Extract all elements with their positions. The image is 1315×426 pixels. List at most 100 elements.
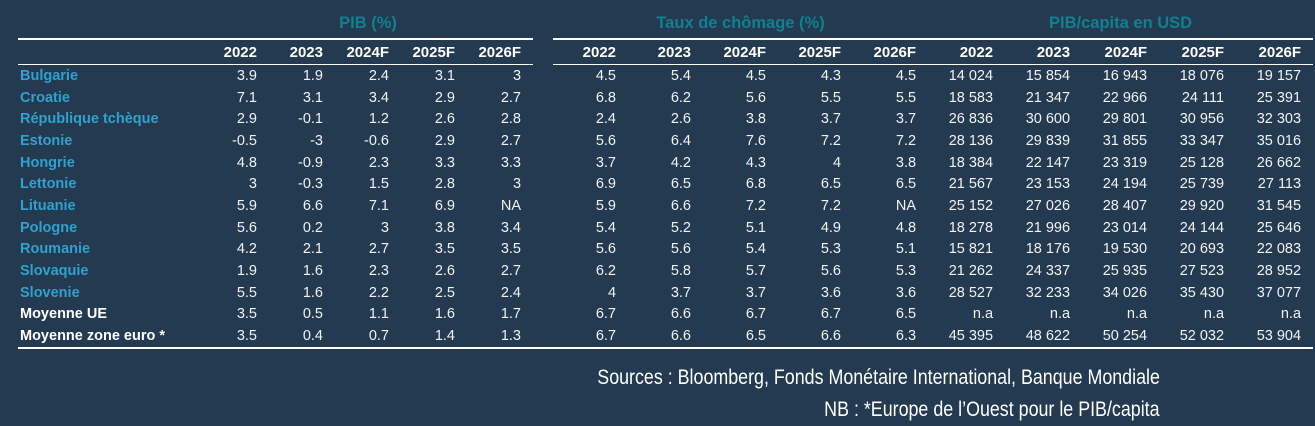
pib-value: 1.5 — [368, 176, 389, 193]
pib-value: 1.2 — [368, 111, 389, 128]
chomage-value: 6.7 — [553, 325, 629, 349]
pib-value: 5.6 — [236, 219, 257, 236]
spacer-cell — [533, 260, 553, 282]
pib-value: 2.4 — [500, 284, 522, 301]
chomage-value: 3.7 — [595, 154, 617, 171]
chomage-value: 6.7 — [745, 306, 767, 323]
chomage-value: 5.3 — [895, 263, 917, 280]
table-row: Slovenie 5.5 1.6 2.2 2.5 2.4 4 3.7 3.7 3.6 3.6 28 5… — [18, 282, 1313, 304]
capita-value: 35 016 — [1256, 132, 1302, 149]
pib-value: 2.3 — [368, 263, 389, 280]
capita-value: 28 136 — [948, 132, 994, 149]
chomage-value: 6.7 — [820, 306, 842, 323]
year-header: 2024F — [335, 39, 401, 65]
pib-value: 2.2 — [368, 284, 389, 301]
spacer-cell — [533, 325, 554, 349]
capita-value: 14 024 — [948, 67, 994, 84]
year-header: 2024F — [1082, 39, 1160, 65]
capita-value: 21 347 — [1025, 89, 1071, 106]
capita-value: 50 254 — [1082, 325, 1160, 349]
pib-value: 1.7 — [500, 306, 522, 323]
chomage-value: 4.3 — [820, 67, 842, 84]
pib-value: NA — [500, 197, 522, 214]
pib-value: 0.2 — [302, 219, 323, 236]
chomage-value: 3.8 — [745, 111, 767, 128]
table-row: Slovaquie 1.9 1.6 2.3 2.6 2.7 6.2 5.8 5.7 5.6 5.3 2… — [18, 260, 1313, 282]
chomage-value: 6.5 — [670, 176, 692, 193]
chomage-value: 6.6 — [778, 325, 854, 349]
pib-value: 3.4 — [500, 219, 522, 236]
chomage-value: 5.5 — [895, 89, 917, 106]
year-header: 2026F — [467, 39, 534, 65]
chomage-value: 4 — [607, 284, 617, 301]
chomage-value: 6.6 — [628, 325, 704, 349]
chomage-value: 3.7 — [745, 284, 767, 301]
chomage-value: 7.2 — [820, 197, 842, 214]
table-row: Pologne 5.6 0.2 3 3.8 3.4 5.4 5.2 5.1 4.9 4.8 18 27… — [18, 217, 1313, 239]
year-header: 2025F — [1159, 39, 1237, 65]
capita-value: 30 956 — [1179, 111, 1225, 128]
pib-value: 5.9 — [236, 197, 257, 214]
capita-value: 48 622 — [1005, 325, 1083, 349]
chomage-value: 4.5 — [895, 67, 917, 84]
spacer-cell — [533, 8, 553, 39]
year-header: 2025F — [778, 39, 854, 65]
pib-value: 2.8 — [500, 111, 522, 128]
pib-value: 2.7 — [500, 132, 522, 149]
capita-value: 15 854 — [1025, 67, 1071, 84]
capita-value: 20 693 — [1179, 241, 1225, 258]
capita-value: 25 646 — [1256, 219, 1302, 236]
chomage-value: 6.5 — [703, 325, 779, 349]
chomage-value: 3.7 — [895, 111, 917, 128]
capita-value: 16 943 — [1102, 67, 1148, 84]
year-header-row: 2022 2023 2024F 2025F 2026F 2022 2023 2024F 2025… — [18, 39, 1314, 65]
chomage-value: 6.5 — [895, 306, 917, 323]
row-label: Slovaquie — [20, 263, 89, 280]
year-header: 2022 — [553, 39, 629, 65]
capita-value: n.a — [1203, 306, 1225, 323]
capita-value: n.a — [972, 306, 994, 323]
capita-value: 22 083 — [1256, 241, 1302, 258]
pib-value: 3.5 — [236, 306, 257, 323]
spacer-cell — [533, 282, 553, 304]
pib-value: 7.1 — [368, 197, 389, 214]
spacer-cell — [533, 173, 553, 195]
pib-value: 3.4 — [368, 89, 389, 106]
pib-value: 1.3 — [467, 325, 534, 349]
footer-notes: Sources : Bloomberg, Fonds Monétaire Int… — [18, 362, 1160, 426]
row-label: Lituanie — [20, 197, 76, 214]
capita-value: 25 152 — [948, 197, 994, 214]
capita-value: 24 194 — [1102, 176, 1148, 193]
spacer-cell — [533, 195, 553, 217]
section-title-chomage: Taux de chômage (%) — [553, 8, 929, 40]
pib-value: 3 — [248, 176, 257, 193]
chomage-value: 7.6 — [745, 132, 767, 149]
capita-value: 45 395 — [928, 325, 1006, 349]
capita-value: 23 319 — [1102, 154, 1148, 171]
chomage-value: 5.6 — [745, 89, 767, 106]
pib-value: 5.5 — [236, 284, 257, 301]
pib-value: 2.3 — [368, 154, 389, 171]
capita-value: 28 407 — [1102, 197, 1148, 214]
pib-value: 1.1 — [368, 306, 389, 323]
chomage-value: 5.4 — [670, 67, 692, 84]
chomage-value: 6.4 — [670, 132, 692, 149]
capita-value: 18 076 — [1179, 67, 1225, 84]
chomage-value: 4.5 — [595, 67, 617, 84]
capita-value: 31 545 — [1256, 197, 1302, 214]
chomage-value: 6.8 — [745, 176, 767, 193]
chomage-value: 6.6 — [670, 197, 692, 214]
year-header: 2023 — [628, 39, 704, 65]
capita-value: 18 384 — [948, 154, 994, 171]
pib-value: 2.7 — [500, 263, 522, 280]
capita-value: 29 920 — [1179, 197, 1225, 214]
capita-value: 53 904 — [1236, 325, 1314, 349]
chomage-value: 5.6 — [595, 132, 617, 149]
chomage-value: 3.7 — [670, 284, 692, 301]
pib-value: 1.6 — [302, 284, 323, 301]
chomage-value: 4.5 — [745, 67, 767, 84]
year-header: 2022 — [203, 39, 269, 65]
capita-value: 22 147 — [1025, 154, 1071, 171]
chomage-value: 6.9 — [595, 176, 617, 193]
year-header: 2023 — [269, 39, 335, 65]
